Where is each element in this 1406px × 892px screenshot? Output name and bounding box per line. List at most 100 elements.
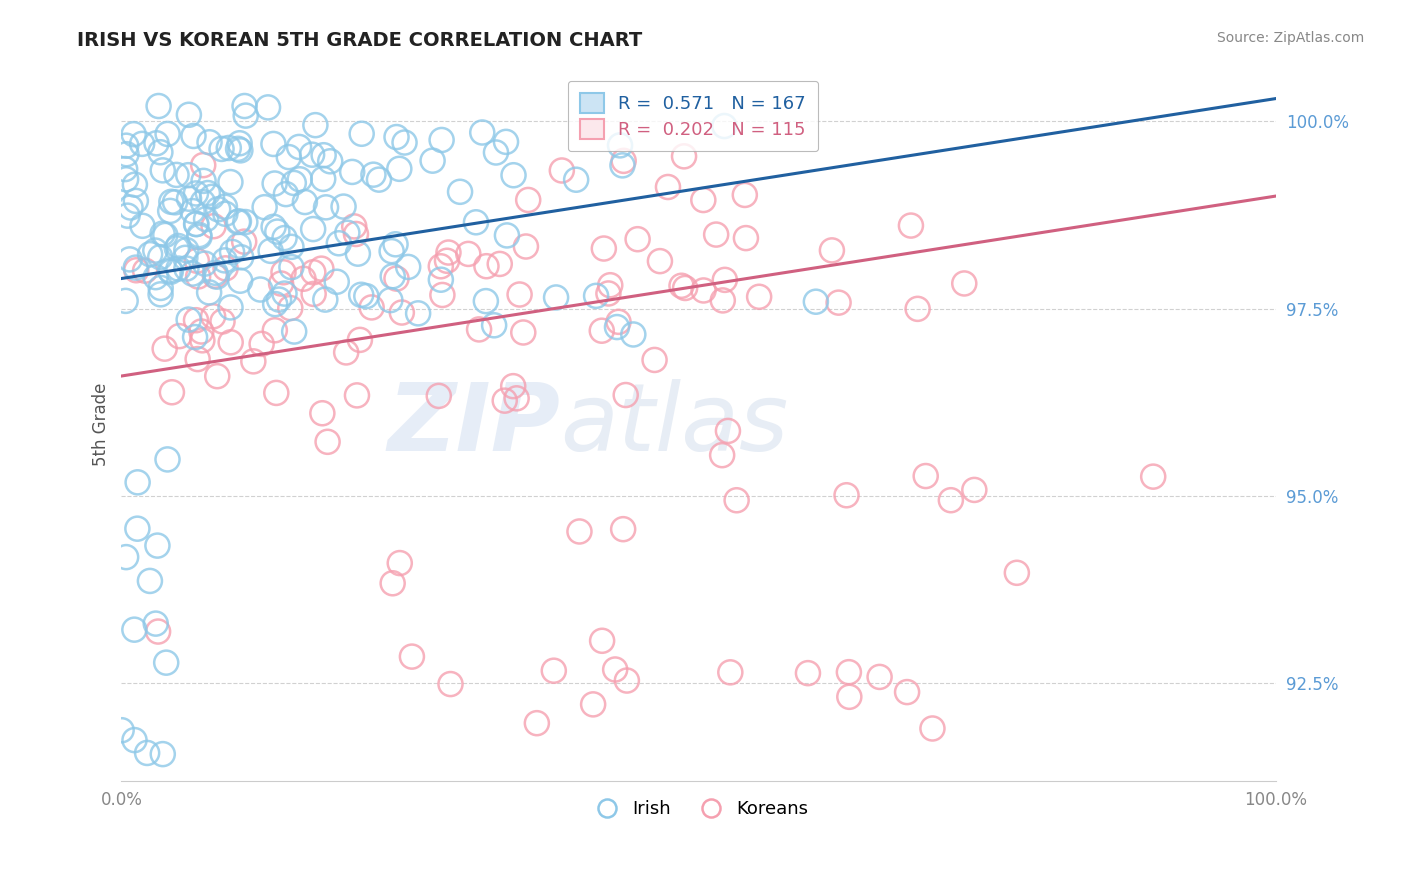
Point: [174, 251, 197, 265]
Point: [184, 217, 207, 231]
Point: [394, 136, 416, 150]
Point: [614, 388, 637, 402]
Point: [166, 168, 188, 182]
Point: [193, 158, 215, 172]
Point: [219, 175, 242, 189]
Point: [187, 352, 209, 367]
Point: [273, 231, 295, 245]
Point: [332, 200, 354, 214]
Point: [134, 263, 156, 277]
Point: [143, 244, 166, 258]
Point: [380, 293, 402, 307]
Point: [228, 238, 250, 252]
Point: [155, 227, 177, 242]
Point: [197, 186, 219, 200]
Point: [621, 327, 644, 342]
Point: [335, 345, 357, 359]
Point: [692, 284, 714, 298]
Point: [294, 194, 316, 209]
Point: [515, 239, 537, 253]
Point: [546, 290, 568, 304]
Point: [219, 335, 242, 350]
Point: [475, 259, 498, 273]
Point: [496, 228, 519, 243]
Point: [277, 150, 299, 164]
Point: [181, 267, 204, 281]
Point: [274, 187, 297, 202]
Point: [591, 633, 613, 648]
Point: [328, 236, 350, 251]
Point: [288, 140, 311, 154]
Point: [613, 153, 636, 168]
Point: [122, 127, 145, 141]
Point: [184, 330, 207, 344]
Point: [226, 142, 249, 156]
Point: [214, 253, 236, 268]
Point: [181, 204, 204, 219]
Point: [485, 145, 508, 160]
Point: [896, 685, 918, 699]
Point: [111, 723, 134, 738]
Point: [184, 186, 207, 201]
Point: [156, 127, 179, 141]
Point: [228, 214, 250, 228]
Point: [644, 353, 666, 368]
Point: [430, 273, 453, 287]
Point: [316, 434, 339, 449]
Point: [692, 193, 714, 207]
Point: [718, 665, 741, 680]
Point: [349, 333, 371, 347]
Point: [263, 323, 285, 337]
Point: [195, 212, 218, 227]
Point: [160, 194, 183, 209]
Point: [350, 127, 373, 141]
Point: [302, 222, 325, 236]
Point: [336, 226, 359, 240]
Point: [233, 235, 256, 249]
Point: [153, 342, 176, 356]
Point: [502, 168, 524, 182]
Point: [262, 136, 284, 151]
Point: [214, 200, 236, 214]
Point: [517, 193, 540, 207]
Point: [301, 147, 323, 161]
Point: [176, 261, 198, 276]
Point: [432, 288, 454, 302]
Point: [385, 271, 408, 285]
Point: [131, 219, 153, 233]
Point: [827, 295, 849, 310]
Point: [124, 178, 146, 192]
Point: [388, 556, 411, 570]
Point: [748, 290, 770, 304]
Point: [160, 385, 183, 400]
Point: [152, 227, 174, 241]
Point: [939, 493, 962, 508]
Point: [184, 313, 207, 327]
Point: [363, 168, 385, 182]
Point: [422, 153, 444, 168]
Point: [430, 260, 453, 274]
Point: [250, 337, 273, 351]
Point: [186, 253, 208, 268]
Point: [302, 287, 325, 301]
Point: [136, 746, 159, 760]
Point: [494, 393, 516, 408]
Point: [304, 118, 326, 132]
Point: [117, 209, 139, 223]
Point: [211, 314, 233, 328]
Point: [343, 219, 366, 234]
Point: [191, 334, 214, 348]
Point: [194, 257, 217, 271]
Point: [127, 522, 149, 536]
Point: [139, 574, 162, 588]
Point: [152, 747, 174, 761]
Point: [214, 261, 236, 276]
Point: [495, 135, 517, 149]
Point: [344, 227, 367, 241]
Point: [626, 232, 648, 246]
Point: [167, 261, 190, 276]
Point: [449, 185, 471, 199]
Point: [145, 270, 167, 285]
Point: [115, 138, 138, 153]
Point: [193, 174, 215, 188]
